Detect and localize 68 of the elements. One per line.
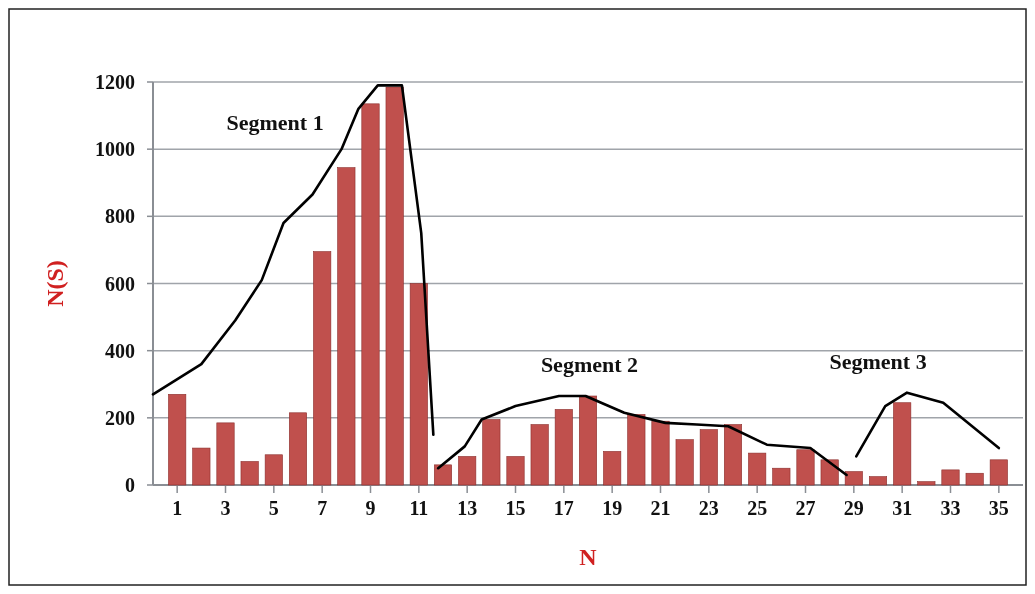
bar <box>192 447 211 486</box>
bar <box>675 439 694 486</box>
bar <box>264 454 283 486</box>
bar <box>361 103 380 486</box>
bar <box>748 452 767 486</box>
bar <box>240 461 259 486</box>
x-tick-label: 19 <box>602 497 623 519</box>
bar <box>482 419 501 486</box>
x-tick-label: 21 <box>650 497 671 519</box>
y-tick-label: 800 <box>105 205 135 228</box>
y-tick-label: 0 <box>125 474 135 496</box>
line-series <box>436 394 848 477</box>
series-label: Segment 2 <box>540 352 639 377</box>
bar <box>289 412 307 486</box>
bar <box>917 481 936 486</box>
bar <box>216 422 235 486</box>
bar <box>579 395 597 486</box>
bar <box>796 449 815 486</box>
bar <box>965 472 984 486</box>
x-tick-label: 11 <box>409 497 429 519</box>
bar <box>699 429 718 486</box>
bar <box>506 456 525 486</box>
bar <box>893 402 912 486</box>
x-axis-title: N <box>579 544 598 570</box>
series-label: Segment 3 <box>829 348 927 374</box>
x-tick-label: 29 <box>843 497 864 519</box>
bar <box>772 467 791 486</box>
x-tick-label: 3 <box>220 497 231 519</box>
x-tick-label: 25 <box>747 497 768 519</box>
x-tick-label: 33 <box>940 497 961 519</box>
bar <box>458 456 477 486</box>
x-tick-label: 5 <box>268 497 279 519</box>
y-tick-label: 400 <box>105 339 135 362</box>
y-axis-title: N(S) <box>42 260 68 307</box>
x-tick-label: 35 <box>988 497 1009 519</box>
x-tick-label: 31 <box>892 497 913 519</box>
bar <box>554 409 573 486</box>
x-tick-label: 27 <box>795 497 816 519</box>
bar <box>385 86 404 486</box>
y-tick-label: 1200 <box>95 71 135 93</box>
bar <box>603 451 622 486</box>
x-tick-label: 15 <box>505 497 526 519</box>
series-label: Segment 1 <box>226 110 324 135</box>
y-tick-label: 200 <box>105 406 135 429</box>
bar <box>168 394 187 486</box>
x-tick-label: 23 <box>698 497 719 519</box>
bar <box>724 424 742 486</box>
bar <box>651 420 670 486</box>
y-tick-label: 600 <box>105 272 135 295</box>
line-series <box>854 391 1001 458</box>
x-tick-label: 13 <box>457 497 478 519</box>
bar <box>869 476 887 486</box>
x-tick-label: 7 <box>317 497 328 519</box>
bar <box>313 251 332 486</box>
x-tick-label: 1 <box>172 497 183 519</box>
x-tick-label: 9 <box>365 497 376 519</box>
bar <box>844 471 863 486</box>
bar <box>627 414 646 486</box>
line-series <box>151 84 435 436</box>
bar <box>989 459 1008 486</box>
bar <box>820 459 839 486</box>
bar <box>941 469 960 486</box>
bar <box>409 283 428 486</box>
bar <box>434 464 452 486</box>
x-tick-label: 17 <box>553 497 574 519</box>
bar <box>337 167 356 486</box>
y-tick-label: 1000 <box>95 138 135 161</box>
bar <box>530 424 549 486</box>
